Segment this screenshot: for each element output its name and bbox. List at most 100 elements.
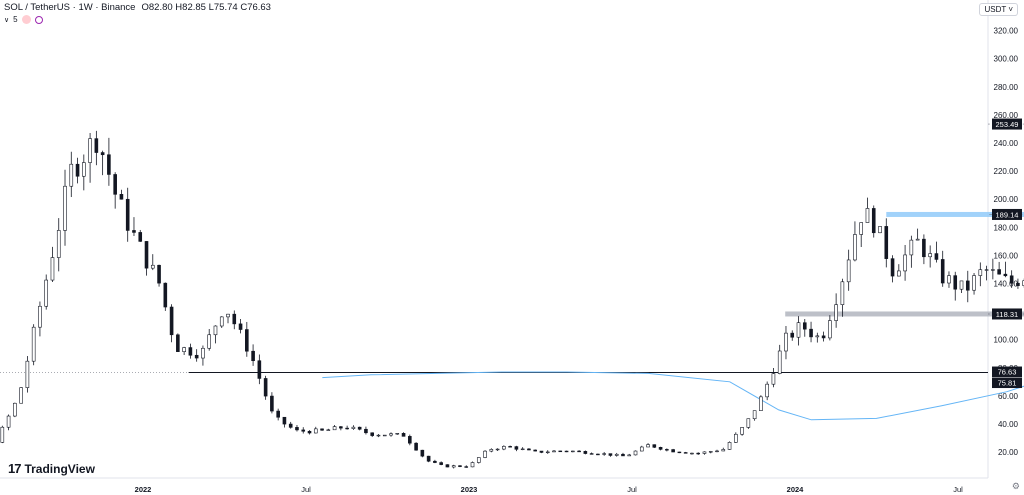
candle-body [320, 428, 324, 431]
candle-body [545, 451, 550, 454]
currency-selector[interactable]: USDT ˅ [979, 3, 1018, 16]
candle-body [458, 465, 462, 467]
candle-body [445, 464, 450, 468]
candle-body [295, 427, 299, 431]
candle-body [853, 234, 857, 261]
candle-body [677, 451, 682, 454]
symbol-title[interactable]: SOL / TetherUS · 1W · Binance [4, 2, 136, 13]
candle-body [802, 322, 807, 330]
candle-body [564, 450, 569, 453]
candle-body [88, 138, 92, 163]
candle-body [182, 347, 186, 352]
candle-body [765, 383, 769, 398]
y-tick-label: 260.00 [994, 111, 1019, 120]
candle-body [339, 426, 343, 429]
chevron-down-icon[interactable]: ∨ [4, 16, 10, 24]
candle-body [840, 281, 845, 305]
symbol-header: SOL / TetherUS · 1W · Binance O82.80 H82… [4, 2, 271, 13]
candle-body [44, 279, 49, 307]
replay-icon[interactable] [34, 15, 43, 24]
candle-body [332, 426, 337, 431]
indicator-count[interactable]: 5 [13, 15, 18, 24]
candle-body [38, 305, 42, 328]
candle-body [6, 415, 11, 428]
candle-body [439, 462, 443, 465]
candle-body [821, 335, 826, 339]
candle-body [389, 433, 393, 436]
y-tick-label: 20.00 [998, 448, 1019, 457]
candle-body [345, 427, 349, 430]
candle-body [884, 226, 889, 259]
candle-body [31, 326, 36, 362]
current-price-label: 76.63 [998, 368, 1017, 377]
candle-body [527, 448, 531, 451]
candle-body [451, 465, 456, 468]
level-zone [785, 311, 1024, 317]
candle-body [502, 446, 506, 450]
candle-body [953, 275, 958, 290]
candle-body [63, 185, 67, 231]
candle-body [897, 270, 901, 277]
candle-body [483, 450, 487, 458]
y-tick-label: 160.00 [994, 251, 1019, 260]
settings-icon[interactable]: ⚙ [1011, 481, 1020, 491]
candle-body [1003, 273, 1008, 277]
candle-body [514, 446, 519, 450]
candle-body [777, 350, 782, 374]
candle-body [119, 194, 124, 200]
candle-body [1016, 282, 1020, 286]
candle-body [288, 423, 293, 428]
level-price-tag [992, 308, 1022, 320]
candle-body [520, 448, 525, 451]
candle-body [865, 208, 870, 223]
indicator-bar: ∨ 5 [4, 15, 43, 24]
candle-body [909, 239, 914, 256]
candle-body [652, 444, 657, 448]
candle-body [940, 259, 945, 284]
candle-body [194, 354, 199, 359]
open-label: O [141, 2, 149, 13]
candle-body [959, 280, 964, 290]
candle-body [401, 433, 406, 437]
candle-body [508, 446, 512, 448]
candle-body [382, 434, 387, 437]
candle-body [138, 232, 143, 242]
candle-body [627, 454, 632, 457]
candle-body [213, 325, 218, 336]
x-tick-label: 2024 [787, 485, 805, 494]
close-label: C [240, 2, 248, 13]
candle-body [376, 434, 381, 437]
candle-body [746, 418, 751, 428]
candle-body [991, 269, 995, 271]
candle-body [351, 426, 356, 429]
candle-body [702, 451, 707, 454]
candle-body [602, 453, 606, 455]
candle-body [934, 253, 939, 260]
candle-body [759, 396, 763, 411]
candle-body [997, 269, 1001, 275]
y-tick-label: 280.00 [994, 83, 1019, 92]
x-tick-label: Jul [301, 485, 311, 494]
candle-body [784, 332, 788, 352]
candle-body [420, 449, 425, 457]
candle-body [690, 452, 694, 455]
y-tick-label: 100.00 [994, 336, 1019, 345]
candle-body [238, 323, 243, 330]
candle-body [282, 416, 287, 425]
candle-body [75, 163, 80, 177]
candle-body [163, 282, 168, 308]
tradingview-logo[interactable]: 17 TradingView [8, 461, 95, 476]
candle-body [251, 350, 255, 362]
level-price-label: 118.31 [996, 310, 1018, 319]
candle-body [790, 332, 795, 338]
brand-name: TradingView [24, 461, 95, 476]
candle-body [82, 162, 86, 177]
candle-body [207, 334, 212, 349]
x-tick-label: Jul [627, 485, 637, 494]
alert-icon[interactable] [21, 15, 31, 24]
candle-body [533, 449, 538, 452]
candle-body [558, 450, 563, 453]
candle-body [815, 335, 820, 338]
candle-body [426, 455, 431, 462]
